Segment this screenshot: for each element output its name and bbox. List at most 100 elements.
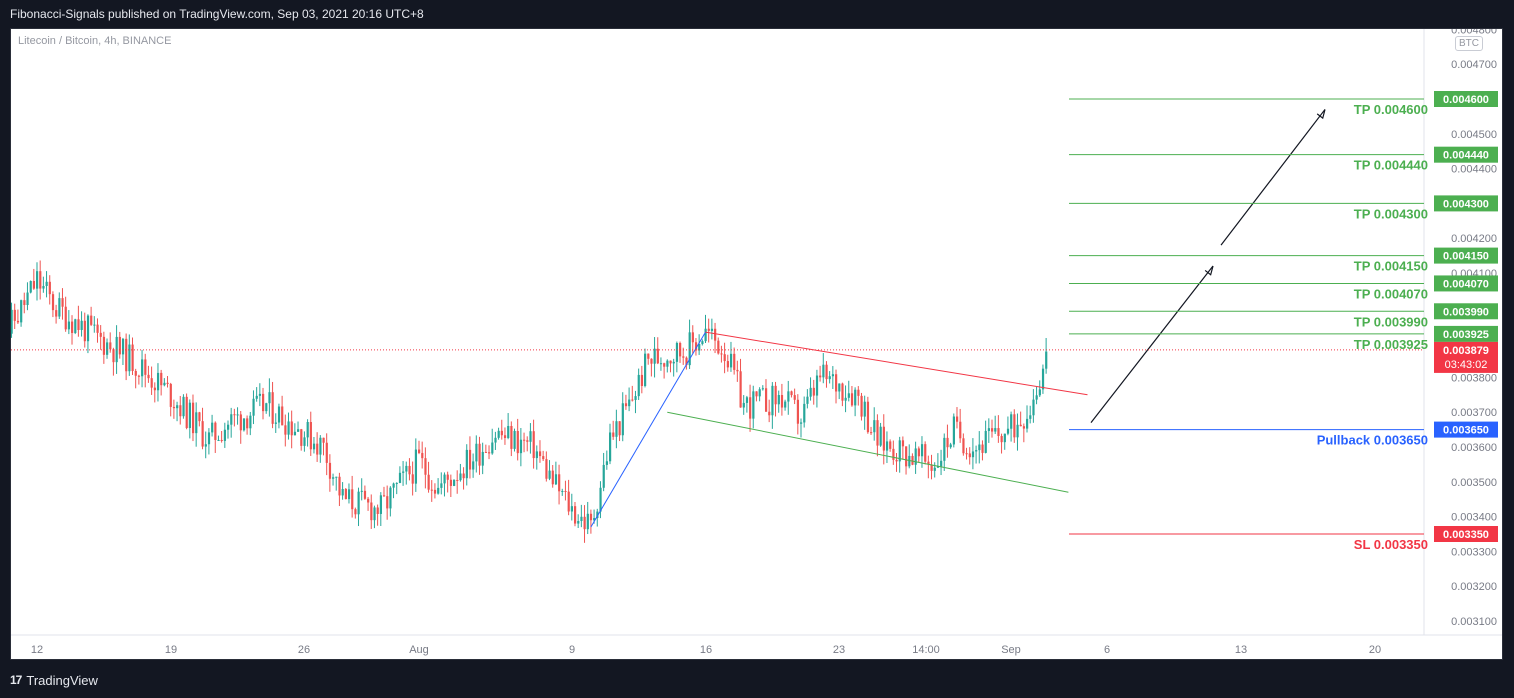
candle-body [106, 342, 109, 355]
candle-body [13, 309, 16, 321]
candle-body [370, 502, 373, 521]
candle-body [297, 429, 300, 432]
candle-body [156, 372, 160, 391]
candle-body [659, 363, 663, 365]
x-tick-label: 13 [1235, 644, 1247, 656]
candle-body [277, 406, 281, 423]
candle-body [532, 431, 535, 459]
y-tick-label: 0.004200 [1451, 233, 1497, 245]
candle-body [293, 431, 297, 436]
y-tick-label: 0.004800 [1451, 29, 1497, 36]
candle-body [605, 461, 609, 465]
candle-body [984, 430, 987, 453]
candle-body [341, 488, 344, 496]
candle-body [850, 393, 854, 406]
candle-body [312, 443, 316, 450]
candle-body [472, 461, 475, 470]
candle-body [271, 392, 274, 424]
candle-body [758, 389, 761, 397]
level-label: SL 0.003350 [1354, 537, 1428, 552]
candle-body [819, 375, 822, 378]
candle-body [936, 466, 940, 468]
tradingview-logo-icon: 17 [10, 673, 22, 687]
candle-body [879, 426, 882, 446]
candle-body [733, 353, 736, 370]
candle-body [61, 298, 64, 307]
candle-body [418, 449, 421, 453]
level-price-text: 0.004300 [1443, 198, 1489, 210]
candle-body [666, 360, 669, 367]
y-tick-label: 0.004400 [1451, 164, 1497, 176]
candle-body [465, 449, 468, 479]
candle-body [806, 396, 809, 404]
candle-body [39, 271, 42, 289]
candle-body [940, 460, 943, 467]
candle-body [233, 414, 236, 416]
candle-body [650, 358, 653, 364]
candle-body [395, 482, 398, 484]
candle-body [411, 474, 414, 484]
currency-badge[interactable]: BTC [1455, 36, 1483, 51]
level-price-text: 0.003650 [1443, 425, 1489, 437]
price-chart[interactable]: 0.004800 0.004700 0.004600 0.004500 0.004400… [11, 29, 1502, 659]
candle-body [663, 363, 666, 367]
candle-body [382, 495, 386, 497]
candle-body [892, 448, 895, 460]
candle-body [211, 422, 214, 433]
candle-body [672, 361, 675, 364]
candle-body [386, 496, 389, 509]
publish-header: Fibonacci-Signals published on TradingVi… [0, 0, 1514, 28]
candle-body [962, 438, 965, 454]
candle-body [866, 401, 870, 433]
candle-body [503, 435, 507, 438]
candle-body [328, 462, 332, 479]
candle-body [427, 474, 430, 490]
level-price-badge [1434, 91, 1498, 107]
candle-body [360, 490, 363, 492]
candle-body [220, 439, 223, 441]
candle-body [491, 442, 494, 454]
candle-body [246, 418, 249, 429]
candle-body [618, 421, 621, 436]
candle-body [86, 315, 90, 342]
candle-body [332, 477, 335, 479]
candle-body [1035, 395, 1038, 400]
y-tick-label: 0.003400 [1451, 512, 1497, 524]
level-label: TP 0.004600 [1354, 102, 1428, 117]
y-tick-label: 0.003300 [1451, 546, 1497, 558]
footer-brand[interactable]: TradingView [26, 672, 98, 688]
candle-body [567, 491, 570, 512]
candle-body [249, 415, 252, 429]
candle-body [408, 465, 411, 475]
candle-body [682, 356, 685, 358]
candle-body [554, 474, 558, 485]
candle-body [344, 488, 347, 500]
candle-body [443, 474, 446, 484]
candle-body [1032, 399, 1035, 416]
level-label: TP 0.004150 [1354, 259, 1428, 274]
candle-body [389, 487, 392, 509]
candle-body [1045, 351, 1048, 369]
candle-body [885, 441, 889, 451]
candle-body [596, 511, 599, 519]
candle-body [242, 418, 246, 431]
candle-body [930, 464, 933, 471]
candle-body [784, 401, 787, 408]
candle-body [468, 449, 472, 470]
candle-body [36, 271, 39, 289]
candle-body [621, 403, 624, 436]
candle-body [421, 452, 424, 459]
candle-body [121, 338, 125, 355]
candle-body [204, 444, 207, 447]
candle-body [29, 280, 32, 293]
candle-body [440, 483, 443, 488]
candle-body [991, 428, 994, 432]
candle-body [882, 426, 885, 451]
candle-body [612, 432, 615, 437]
candle-body [628, 399, 631, 407]
candle-body [405, 465, 408, 472]
candle-body [707, 328, 710, 331]
candle-body [714, 328, 717, 341]
x-tick-label: 26 [298, 644, 310, 656]
chart-panel[interactable]: 0.004800 0.004700 0.004600 0.004500 0.004400… [10, 28, 1503, 660]
